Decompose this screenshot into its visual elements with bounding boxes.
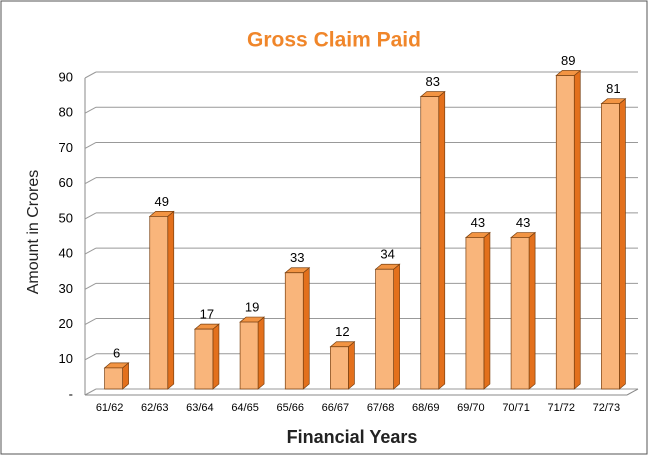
bar <box>600 97 627 390</box>
grid-line-depth <box>84 142 97 149</box>
value-label: 19 <box>245 300 259 315</box>
bar <box>419 90 446 390</box>
bar-front <box>284 272 304 390</box>
floor-right <box>626 388 639 396</box>
bar-side <box>212 323 220 390</box>
bar-front <box>239 321 259 390</box>
bar-side <box>302 267 310 390</box>
bar-side <box>619 97 626 390</box>
grid-line-depth <box>84 282 97 290</box>
bar-front <box>601 103 620 390</box>
bar <box>374 263 401 390</box>
bar-front <box>510 237 530 390</box>
x-tick-label: 71/72 <box>547 402 575 414</box>
x-tick-label: 68/69 <box>412 402 440 414</box>
bar <box>329 340 356 390</box>
bar-side <box>393 263 400 390</box>
bar <box>555 69 582 390</box>
x-axis-title: Financial Years <box>287 427 418 447</box>
grid-line-depth <box>84 106 97 114</box>
y-tick-label: 60 <box>59 175 73 190</box>
value-label: 49 <box>155 194 169 209</box>
y-tick-label: 40 <box>59 246 73 261</box>
y-tick-label: 10 <box>59 351 73 366</box>
y-tick-label: 80 <box>59 105 73 120</box>
bar <box>284 267 311 390</box>
y-tick-label: 90 <box>59 69 73 84</box>
bar-front <box>420 96 440 390</box>
bar-side <box>257 316 265 390</box>
y-tick-label: 70 <box>59 140 73 155</box>
grid-line-depth <box>84 353 97 361</box>
value-label: 33 <box>290 250 304 265</box>
bar-side <box>573 69 581 390</box>
value-label: 34 <box>380 247 394 262</box>
bar-side <box>348 340 355 390</box>
bar-side <box>167 210 175 390</box>
value-label: 43 <box>471 215 485 230</box>
chart-title: Gross Claim Paid <box>247 29 421 52</box>
x-tick-label: 65/66 <box>276 402 304 414</box>
y-tick-label: - <box>69 386 73 401</box>
grid-line-depth <box>84 388 97 396</box>
value-label: 83 <box>426 74 440 89</box>
value-label: 81 <box>606 81 620 96</box>
x-tick-label: 72/73 <box>593 402 621 414</box>
bar-front <box>330 346 349 390</box>
value-label: 43 <box>516 215 530 230</box>
value-label: 89 <box>561 53 575 68</box>
bar-side <box>483 231 491 390</box>
x-tick-label: 69/70 <box>457 402 485 414</box>
grid-line-depth <box>84 247 97 255</box>
grid-line-depth <box>84 177 97 185</box>
bar <box>464 231 491 390</box>
x-tick-label: 67/68 <box>367 402 395 414</box>
bar <box>193 323 220 390</box>
bar <box>239 316 266 390</box>
x-tick-label: 61/62 <box>96 402 124 414</box>
bar-side <box>438 90 446 390</box>
x-tick-label: 66/67 <box>322 402 350 414</box>
y-tick-label: 20 <box>59 316 73 331</box>
value-label: 12 <box>335 324 349 339</box>
bar-front <box>375 268 394 390</box>
bar-front <box>465 237 485 390</box>
bar-front <box>194 328 214 390</box>
x-tick-label: 70/71 <box>502 402 530 414</box>
bar <box>148 210 175 390</box>
bar <box>103 362 130 390</box>
y-tick-label: 30 <box>59 281 73 296</box>
x-tick-label: 62/63 <box>141 402 169 414</box>
bar-side <box>528 231 536 390</box>
value-label: 6 <box>113 345 120 360</box>
x-tick-label: 63/64 <box>186 402 214 414</box>
bar-front <box>149 216 169 390</box>
bar <box>510 231 537 390</box>
grid-line-depth <box>84 318 97 325</box>
x-tick-label: 64/65 <box>231 402 259 414</box>
y-tick-label: 50 <box>59 210 73 225</box>
y-axis-title: Amount in Crores <box>25 170 42 295</box>
grid-line-depth <box>84 212 97 220</box>
bar-front <box>104 367 123 390</box>
grid-line-depth <box>84 71 97 79</box>
bar-front <box>555 75 575 390</box>
value-label: 17 <box>200 307 214 322</box>
